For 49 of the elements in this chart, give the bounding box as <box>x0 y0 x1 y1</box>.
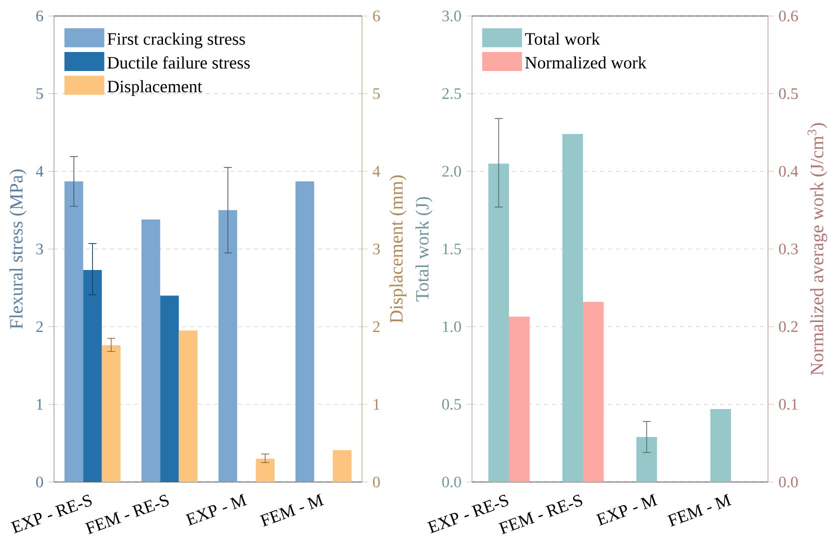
bar <box>218 210 238 482</box>
y2-tick-label: 0.5 <box>779 88 798 100</box>
bar <box>142 219 160 482</box>
y-tick-label: 1.5 <box>443 244 461 254</box>
y-tick-label: 3 <box>36 244 43 254</box>
x-tick-label: FEM - M <box>260 494 324 527</box>
legend-label: Ductile failure stress <box>107 56 250 69</box>
y-tick-label: 1.0 <box>443 321 461 332</box>
bar <box>256 458 275 482</box>
y2-tick-label: 1 <box>374 399 380 410</box>
y2-tick-label: 0.1 <box>779 398 798 410</box>
y2-axis-title: Displacement (mm) <box>390 175 406 323</box>
legend-label: Normalized work <box>525 56 646 69</box>
x-tick-label: EXP - M <box>596 494 658 526</box>
y-tick-label: 0.5 <box>442 398 461 410</box>
y-axis-title: Flexural stress (MPa) <box>10 169 26 329</box>
y2-axis-title: Normalized average work (J/cm$^{3}$) <box>808 123 828 376</box>
y-tick-label: 3.0 <box>442 10 461 22</box>
x-tick-label: EXP - M <box>185 494 248 526</box>
legend-label: Displacement <box>107 80 202 96</box>
x-tick-label: FEM - M <box>667 494 732 527</box>
y-tick-label: 4 <box>36 166 44 177</box>
bar <box>710 408 732 482</box>
legend-label: Total work <box>525 32 600 45</box>
y2-tick-label: 6 <box>373 10 380 22</box>
y2-tick-label: 2 <box>373 321 380 332</box>
legend-label: First cracking stress <box>107 32 245 48</box>
y2-tick-label: 0 <box>373 476 380 488</box>
bar <box>64 181 84 482</box>
y2-tick-label: 3 <box>373 244 380 254</box>
y-tick-label: 6 <box>36 10 44 22</box>
y2-tick-label: 0.6 <box>779 10 798 22</box>
y2-tick-label: 5 <box>373 88 380 99</box>
y-tick-label: 5 <box>36 88 43 99</box>
y-tick-label: 2 <box>36 321 43 332</box>
y2-tick-label: 0.4 <box>779 166 798 177</box>
y-tick-label: 2.5 <box>442 88 461 100</box>
y-tick-label: 0 <box>36 476 43 488</box>
y2-tick-label: 0.3 <box>779 244 798 254</box>
y-axis-title: Total work (J) <box>416 197 432 302</box>
bar <box>296 181 314 482</box>
y2-tick-label: 0.2 <box>779 321 798 332</box>
y2-tick-label: 4 <box>372 166 380 177</box>
y-tick-label: 1 <box>37 399 43 410</box>
y-tick-label: 2.0 <box>442 166 461 177</box>
bar <box>332 450 352 482</box>
y-tick-label: 0.0 <box>442 476 461 488</box>
bar <box>636 436 658 482</box>
y2-tick-label: 0.0 <box>779 476 798 488</box>
